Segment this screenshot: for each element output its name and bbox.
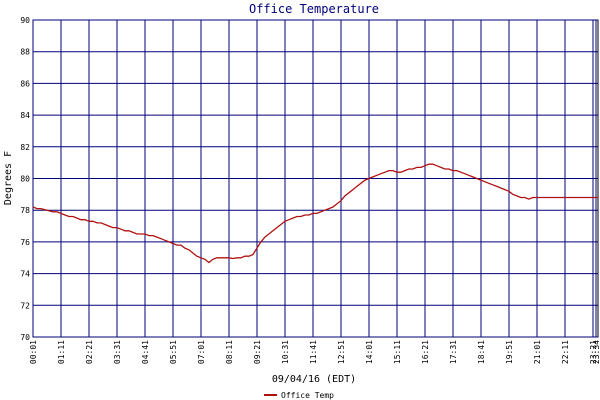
x-tick-label: 05:51 (169, 340, 178, 364)
x-tick-label: 16:21 (421, 340, 430, 364)
x-tick-label: 14:01 (365, 340, 374, 364)
legend: Office Temp (264, 391, 334, 400)
y-tick-label: 90 (20, 16, 30, 25)
x-tick-label: 12:51 (337, 340, 346, 364)
x-tick-label: 04:41 (141, 340, 150, 364)
x-tick-label: 09:21 (253, 340, 262, 364)
x-axis-tick-labels: 00:01 01:11 02:21 03:31 04:41 05:51 07:01 08:11… (29, 340, 600, 364)
x-tick-label: 21:01 (533, 340, 542, 364)
x-tick-label: 17:31 (449, 340, 458, 364)
x-tick-label: 00:01 (29, 340, 38, 364)
y-axis-label: Degrees F (3, 151, 14, 205)
y-tick-label: 82 (20, 143, 30, 152)
x-tick-label: 08:11 (225, 340, 234, 364)
y-tick-label: 84 (20, 111, 30, 120)
x-tick-label: 23:21 (589, 340, 598, 364)
y-tick-label: 88 (20, 48, 30, 57)
x-tick-label: 22:11 (561, 340, 570, 364)
y-tick-label: 76 (20, 238, 30, 247)
y-tick-label: 80 (20, 175, 30, 184)
x-tick-label: 01:11 (57, 340, 66, 364)
series-line-office-temp (32, 163, 598, 264)
series-office-temp (32, 163, 598, 264)
x-tick-label: 11:41 (309, 340, 318, 364)
x-tick-label: 07:01 (197, 340, 206, 364)
x-tick-label: 18:41 (477, 340, 486, 364)
x-tick-label: 19:51 (505, 340, 514, 364)
y-tick-label: 70 (20, 333, 30, 342)
chart-title: Office Temperature (249, 2, 379, 16)
y-tick-label: 72 (20, 301, 30, 310)
grid-lines (32, 19, 598, 338)
y-tick-label: 74 (20, 270, 30, 279)
x-axis-label: 09/04/16 (EDT) (272, 374, 356, 385)
x-tick-label: 10:31 (281, 340, 290, 364)
legend-label: Office Temp (281, 391, 334, 400)
x-tick-label: 15:11 (393, 340, 402, 364)
y-axis-tick-labels: 70 72 74 76 78 80 82 84 86 88 90 (20, 16, 30, 342)
y-tick-label: 78 (20, 206, 30, 215)
x-tick-label: 03:31 (113, 340, 122, 364)
y-tick-label: 86 (20, 79, 30, 88)
x-tick-label: 23:34 (592, 340, 600, 364)
x-tick-label: 02:21 (85, 340, 94, 364)
